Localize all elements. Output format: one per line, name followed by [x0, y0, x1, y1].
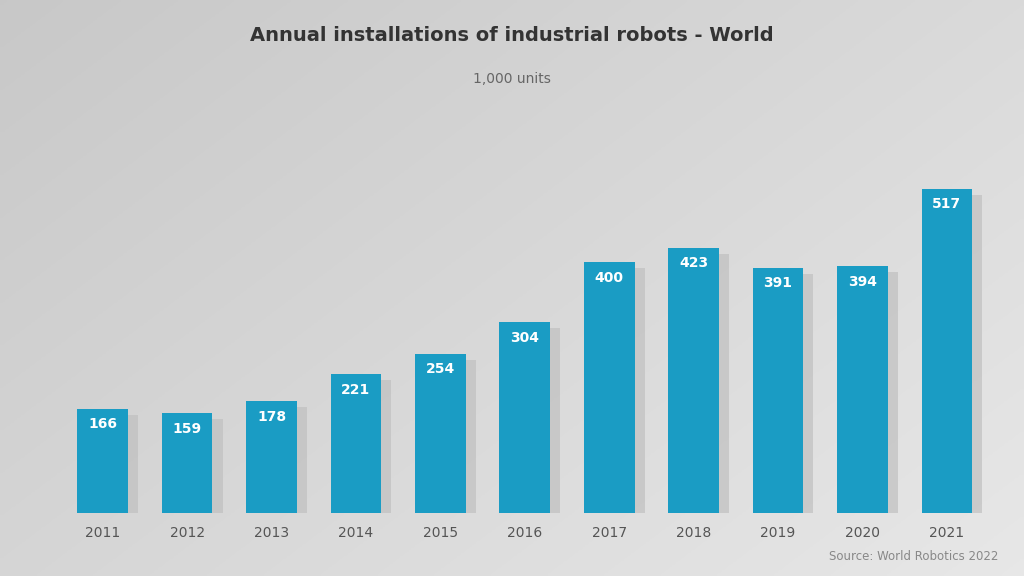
Text: 304: 304	[510, 331, 540, 345]
Bar	[341, 380, 391, 513]
Bar	[331, 374, 381, 513]
Bar	[500, 322, 550, 513]
Bar	[172, 419, 222, 513]
Text: 423: 423	[679, 256, 709, 270]
Bar	[594, 268, 645, 513]
Bar	[510, 328, 560, 513]
Bar	[246, 401, 297, 513]
Text: 178: 178	[257, 410, 286, 424]
Text: 400: 400	[595, 271, 624, 285]
Bar	[162, 413, 212, 513]
Text: 159: 159	[173, 422, 202, 436]
Text: Source: World Robotics 2022: Source: World Robotics 2022	[829, 550, 998, 563]
Bar	[763, 274, 813, 513]
Bar	[78, 408, 128, 513]
Text: 254: 254	[426, 362, 455, 376]
Text: 221: 221	[341, 383, 371, 397]
Text: 517: 517	[932, 198, 962, 211]
Bar	[753, 268, 804, 513]
Bar	[256, 407, 307, 513]
Bar	[847, 272, 898, 513]
Text: 1,000 units: 1,000 units	[473, 72, 551, 86]
Bar	[932, 195, 982, 513]
Bar	[584, 262, 635, 513]
Bar	[679, 254, 729, 513]
Text: 391: 391	[764, 276, 793, 290]
Text: 394: 394	[848, 275, 877, 289]
Text: 166: 166	[88, 418, 117, 431]
Bar	[922, 189, 972, 513]
Bar	[837, 266, 888, 513]
Bar	[88, 415, 138, 513]
Bar	[425, 360, 476, 513]
Bar	[415, 354, 466, 513]
Text: Annual installations of industrial robots - World: Annual installations of industrial robot…	[250, 26, 774, 45]
Bar	[669, 248, 719, 513]
